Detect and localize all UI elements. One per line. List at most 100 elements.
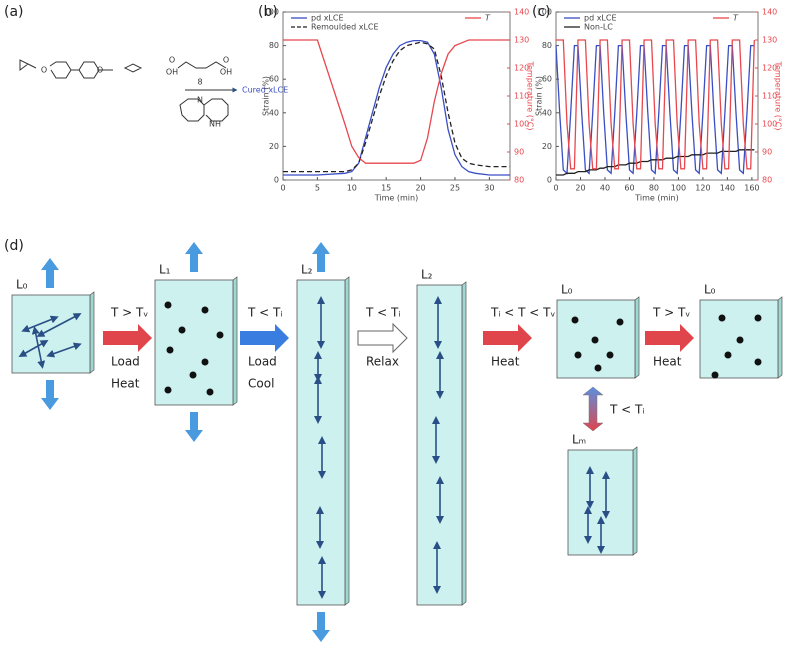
mesogen [36,313,82,337]
y-tick-label: 20 [269,142,279,151]
y2-tick-label: 120 [762,64,777,73]
y2-tick-label: 100 [514,120,529,129]
crosslink [164,386,172,394]
y2-tick-label: 110 [762,92,777,101]
crosslink [201,306,209,314]
legend-label: T [485,14,491,23]
y-tick-label: 60 [542,75,552,84]
y2-tick-label: 120 [514,64,529,73]
step-condition: T > Tᵥ [110,306,148,320]
y-tick-label: 0 [547,176,552,185]
crosslink [216,331,224,339]
x-tick-label: 0 [280,184,285,193]
crosslink [178,326,186,334]
x-tick-label: 160 [744,184,759,193]
series-line [283,41,510,173]
atom-label: OH [166,68,178,77]
series-line [556,149,755,176]
state-label: Lₘ [572,433,586,447]
box-side [634,296,640,379]
y-axis-label: Strain (%) [262,76,271,116]
state-label: L₁ [159,263,171,277]
y2-tick-label: 80 [762,176,772,185]
step-action: Load [111,355,140,369]
step-condition: Tᵢ < T < Tᵥ [490,306,556,320]
y-tick-label: 100 [264,8,279,17]
step-arrow [240,324,289,352]
series-line [283,39,510,176]
stretch-arrow [185,412,203,442]
x-tick-label: 25 [450,184,460,193]
series-line [556,39,755,170]
state-label: L₂ [301,263,313,277]
box-side [89,291,95,374]
y2-axis-label: Temperature (°C) [774,60,783,130]
crosslink [591,336,599,344]
panel-label: (b) [258,4,278,20]
legend-label: pd xLCE [584,14,617,23]
crosslink [594,364,602,372]
y2-tick-label: 80 [514,176,524,185]
x-tick-label: 140 [720,184,735,193]
mesogen [31,326,46,369]
stretch-arrow [41,258,59,288]
y2-tick-label: 90 [514,148,524,157]
stretch-arrow [41,380,59,410]
atom-label: O [169,56,175,65]
x-tick-label: 30 [484,184,494,193]
y-tick-label: 100 [537,8,552,17]
product-label: Cured xLCE [242,86,288,95]
y-axis-label: Strain (%) [535,76,544,116]
box-side [632,446,638,556]
y-tick-label: 0 [274,176,279,185]
crosslink [571,316,579,324]
mesogen [46,342,82,358]
panel-d: L₀ L₁ L₂ L₂ L₀ L₀ Lₘ T > Tᵥ Load Heat T < Tᵢ Load Co… [11,242,783,642]
crosslink [206,388,214,396]
crosslink [166,346,174,354]
panel-label: (a) [4,4,24,20]
step-condition: T > Tᵥ [652,306,690,320]
y2-tick-label: 100 [762,120,777,129]
x-tick-label: 15 [381,184,391,193]
atom-label: N [209,120,215,129]
step-condition: T < Tᵢ [247,306,283,320]
plot-frame [555,11,759,181]
state-label: L₀ [704,283,716,297]
legend-label: T [733,14,739,23]
crosslink [606,351,614,359]
stretch-arrow [312,242,330,272]
state-label: L₂ [421,268,433,282]
x-axis-label: Time (min) [634,194,678,203]
y2-axis-label: Temperature (°C) [526,60,535,130]
series-line [555,44,755,175]
atom-label: 8 [197,78,202,87]
y-tick-label: 40 [269,108,279,117]
x-tick-label: 0 [553,184,558,193]
y2-tick-label: 140 [514,8,529,17]
x-tick-label: 20 [415,184,425,193]
atom-label: OH [220,68,232,77]
crosslink [164,301,172,309]
atom-label: O [97,66,103,75]
legend-label: Non-LC [584,23,613,32]
atom-label: H [215,120,221,129]
y2-tick-label: 130 [762,36,777,45]
stretch-arrow [185,242,203,272]
step-condition: T < Tᵢ [609,403,645,417]
box-side [461,281,467,606]
y-tick-label: 40 [542,108,552,117]
sample-box [154,279,234,406]
y2-tick-label: 110 [514,92,529,101]
atom-label: O [223,56,229,65]
x-tick-label: 60 [624,184,634,193]
crosslink [189,371,197,379]
crosslink [754,358,762,366]
y-tick-label: 80 [542,41,552,50]
box-side [344,276,350,606]
y-tick-label: 60 [269,75,279,84]
state-label: L₀ [16,278,28,292]
y-tick-label: 80 [269,41,279,50]
